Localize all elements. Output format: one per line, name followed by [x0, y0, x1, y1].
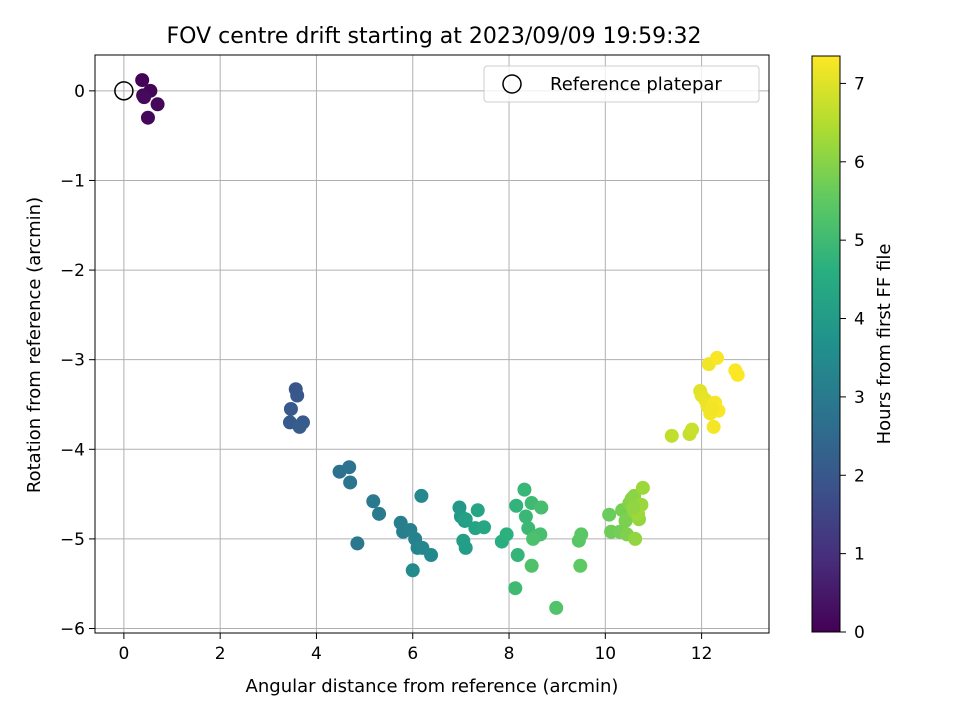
data-point: [705, 401, 720, 416]
colorbar-tick-label: 4: [854, 310, 865, 330]
y-tick-label: −5: [60, 530, 85, 550]
legend: Reference platepar: [483, 65, 760, 103]
y-axis-label: Rotation from reference (arcmin): [24, 197, 45, 493]
x-tick-label: 10: [594, 644, 616, 664]
data-point: [342, 460, 357, 475]
colorbar-tick-label: 7: [854, 74, 865, 94]
x-tick-label: 2: [215, 644, 226, 664]
colorbar-tick-label: 6: [854, 153, 865, 173]
y-axis-ticks: 0 −1 −2 −3 −4 −5 −6: [60, 82, 95, 640]
data-point: [730, 367, 745, 382]
colorbar-ticks: 0 1 2 3 4 5 6 7: [840, 74, 865, 643]
colorbar-label: Hours from first FF file: [874, 244, 895, 445]
data-point: [135, 73, 150, 88]
y-tick-label: 0: [74, 82, 85, 102]
data-point: [508, 581, 523, 596]
data-point: [499, 527, 514, 542]
y-tick-label: −2: [60, 261, 85, 281]
data-point: [509, 498, 524, 513]
data-point: [372, 506, 387, 521]
data-point: [405, 563, 420, 578]
colorbar-tick-label: 3: [854, 388, 865, 408]
data-point: [350, 536, 365, 551]
x-tick-label: 12: [691, 644, 713, 664]
grid: [95, 55, 769, 633]
data-point: [476, 520, 491, 535]
data-point: [618, 513, 633, 528]
data-point: [684, 422, 699, 437]
data-point: [366, 494, 381, 509]
data-point: [706, 419, 721, 434]
colorbar-tick-label: 5: [854, 231, 865, 251]
data-point: [518, 509, 533, 524]
colorbar-tick-label: 1: [854, 545, 865, 565]
colorbar-tick-label: 0: [854, 623, 865, 643]
data-point: [628, 531, 643, 546]
data-point: [470, 503, 485, 518]
data-point: [150, 97, 165, 112]
colorbar: 0 1 2 3 4 5 6 7 Hours from first FF file: [811, 55, 895, 643]
data-point: [137, 90, 152, 105]
data-point: [458, 512, 473, 527]
data-point: [549, 600, 564, 615]
x-axis-ticks: 0 2 4 6 8 10 12: [118, 633, 712, 664]
legend-label: Reference platepar: [550, 74, 722, 95]
data-point: [283, 401, 298, 416]
data-point: [534, 500, 549, 515]
data-point: [626, 500, 641, 515]
data-point: [664, 428, 679, 443]
data-points: [135, 73, 745, 615]
y-tick-label: −3: [60, 351, 85, 371]
data-point: [292, 419, 307, 434]
x-tick-label: 6: [407, 644, 418, 664]
y-tick-label: −4: [60, 440, 85, 460]
x-tick-label: 0: [118, 644, 129, 664]
legend-open-circle-icon: [502, 74, 522, 94]
data-point: [510, 548, 525, 563]
plot-frame: [94, 54, 770, 634]
data-point: [343, 475, 358, 490]
data-point: [517, 482, 532, 497]
chart-title: FOV centre drift starting at 2023/09/09 …: [167, 24, 702, 49]
data-point: [140, 110, 155, 125]
data-point: [524, 558, 539, 573]
legend-box: [483, 65, 760, 103]
data-point: [635, 480, 650, 495]
x-axis-label: Angular distance from reference (arcmin): [246, 676, 619, 697]
x-tick-label: 8: [504, 644, 515, 664]
data-point: [602, 507, 617, 522]
data-point: [710, 350, 725, 365]
data-point: [456, 533, 471, 548]
data-point: [290, 388, 305, 403]
colorbar-tick-label: 2: [854, 466, 865, 486]
data-point: [573, 558, 588, 573]
x-tick-label: 4: [311, 644, 322, 664]
colorbar-gradient: [811, 55, 841, 633]
data-point: [414, 488, 429, 503]
y-tick-label: −1: [60, 171, 85, 191]
data-point: [526, 531, 541, 546]
reference-platepar-marker: [114, 81, 134, 101]
y-tick-label: −6: [60, 620, 85, 640]
data-point: [574, 527, 589, 542]
data-point: [424, 548, 439, 563]
